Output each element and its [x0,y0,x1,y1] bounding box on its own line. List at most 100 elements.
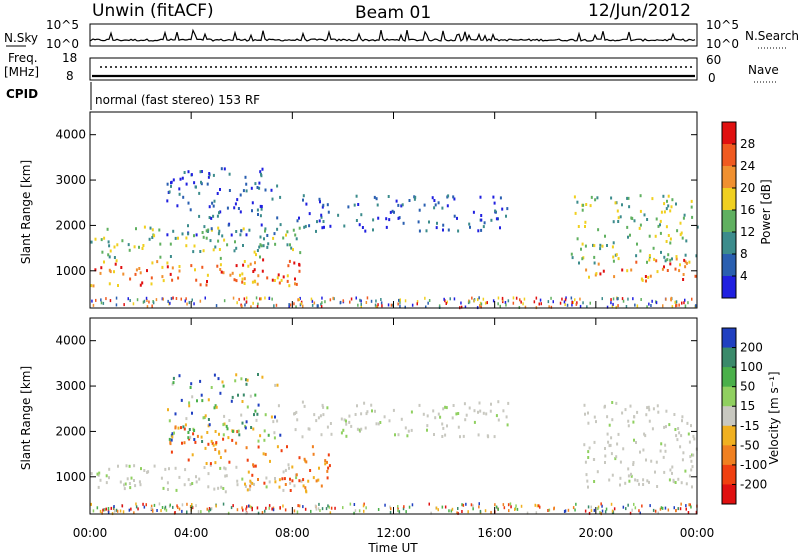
colorbar-tick-label: 16 [740,203,755,217]
data-cell [125,464,128,468]
ground-scatter-cell [547,300,550,304]
ground-scatter-cell [232,504,234,508]
data-cell [203,416,206,419]
ground-scatter-cell [640,298,642,301]
data-cell [159,255,162,259]
data-cell [604,447,606,450]
data-cell [469,225,471,229]
data-cell [447,228,450,232]
ground-scatter-cell [315,507,318,511]
data-cell [642,483,645,486]
data-cell [242,227,245,231]
data-cell [276,227,279,231]
data-cell [666,269,669,272]
data-cell [691,485,693,489]
data-cell [611,245,614,249]
data-cell [177,276,180,280]
data-cell [270,415,273,419]
data-cell [158,228,161,232]
ground-scatter-cell [296,510,299,514]
ground-scatter-cell [402,507,405,511]
data-cell [651,427,654,431]
ground-scatter-cell [115,296,118,300]
data-cell [294,233,297,237]
ground-scatter-cell [328,505,330,509]
data-cell [172,376,175,380]
data-cell [681,419,683,423]
data-cell [408,199,411,202]
ground-scatter-cell [416,300,419,304]
ground-scatter-cell [467,510,469,514]
data-cell [617,432,620,436]
data-cell [612,241,615,245]
data-cell [617,257,620,261]
ground-scatter-cell [425,305,427,309]
ground-scatter-cell [181,509,183,513]
data-cell [218,432,220,436]
data-cell [495,414,498,418]
data-cell [630,216,633,220]
ground-scatter-cell [399,298,401,302]
ground-scatter-cell [629,511,632,515]
ground-scatter-cell [293,302,295,306]
ground-scatter-cell [191,506,194,510]
data-cell [187,478,190,482]
data-cell [151,261,154,265]
data-cell [187,224,189,228]
ground-scatter-cell [571,301,573,304]
data-cell [183,441,186,445]
data-cell [394,433,396,437]
ground-scatter-cell [478,296,480,300]
data-cell [273,431,276,435]
data-cell [635,260,638,264]
data-cell [241,477,244,481]
ground-scatter-cell [314,504,317,508]
data-cell [456,216,458,220]
ground-scatter-cell [279,506,281,510]
power-data [90,167,699,310]
data-cell [116,243,119,247]
ground-scatter-cell [191,503,193,506]
data-cell [413,197,416,201]
data-cell [612,220,615,224]
nave-tick-top: 60 [706,53,721,67]
data-cell [178,192,181,196]
data-cell [611,401,614,404]
data-cell [174,236,177,240]
ground-scatter-cell [191,298,193,302]
ground-scatter-cell [318,502,320,506]
ground-scatter-cell [92,303,95,307]
data-cell [582,203,585,207]
colorbar-segment [722,425,736,446]
nsearch-tick-bottom: 10^0 [706,37,739,51]
ground-scatter-cell [232,296,235,300]
ground-scatter-cell [534,503,536,507]
ground-scatter-cell [612,302,614,306]
data-cell [194,440,197,444]
data-cell [269,459,271,463]
data-cell [669,262,672,266]
data-cell [291,479,294,483]
ground-scatter-cell [390,507,392,511]
data-cell [401,203,404,207]
ground-scatter-cell [464,305,467,309]
ground-scatter-cell [316,304,319,308]
data-cell [669,209,672,213]
ground-scatter-cell [186,302,188,306]
data-cell [256,186,259,189]
data-cell [665,240,668,243]
ground-scatter-cell [516,507,519,511]
data-cell [472,210,475,214]
data-cell [315,479,318,483]
ground-scatter-cell [362,504,365,508]
data-cell [371,409,373,413]
data-cell [176,204,179,208]
data-cell [653,257,656,261]
ground-scatter-cell [584,509,587,513]
ground-scatter-cell [135,505,138,509]
data-cell [613,275,616,279]
data-cell [288,466,290,470]
data-cell [201,440,204,443]
y-tick-label: 4000 [55,334,86,348]
data-cell [216,192,219,195]
